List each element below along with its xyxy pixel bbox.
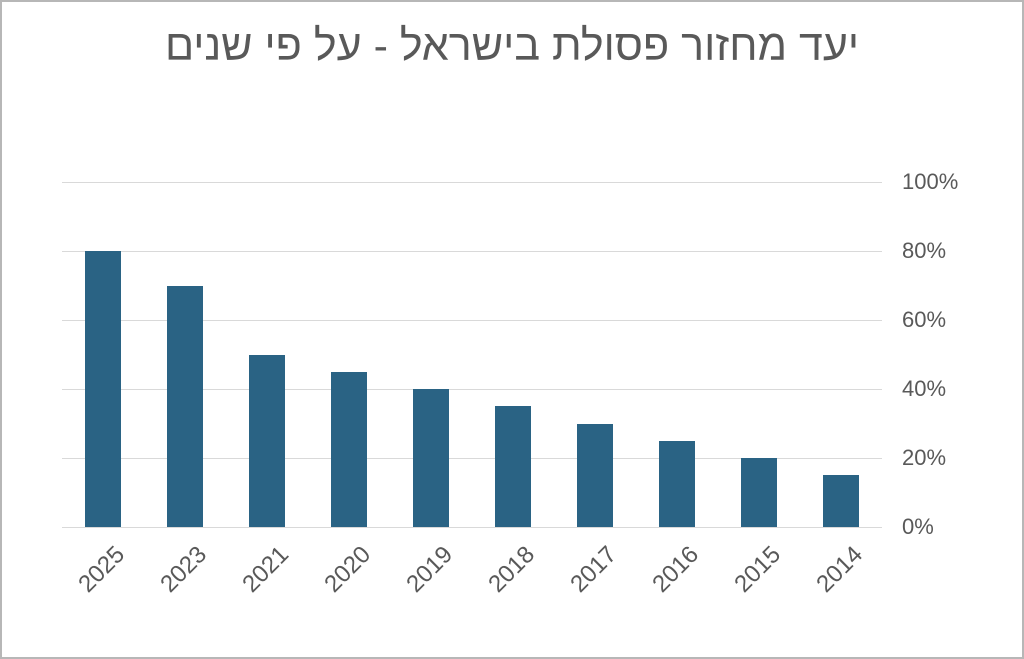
y-axis-label: 20% [902,445,946,471]
bar [823,475,860,527]
bar [331,372,368,527]
bar [741,458,778,527]
x-axis-label: 2019 [401,541,459,599]
chart-title: יעד מחזור פסולת בישראל - על פי שנים [2,20,1022,74]
gridline [62,527,882,528]
x-axis-label: 2016 [647,541,705,599]
bar [249,355,286,528]
bar [659,441,696,527]
y-axis-label: 80% [902,238,946,264]
bar [495,406,532,527]
gridline [62,182,882,183]
x-axis-label: 2020 [319,541,377,599]
y-axis-label: 0% [902,514,934,540]
x-axis-label: 2015 [729,541,787,599]
y-axis-label: 60% [902,307,946,333]
x-axis-label: 2018 [483,541,541,599]
x-axis-label: 2023 [155,541,213,599]
x-axis-label: 2014 [811,541,869,599]
bar [413,389,450,527]
x-axis-label: 2025 [73,541,131,599]
bar [577,424,614,528]
x-axis-label: 2021 [237,541,295,599]
x-axis-label: 2017 [565,541,623,599]
bar [85,251,122,527]
y-axis-label: 40% [902,376,946,402]
gridline [62,251,882,252]
bar [167,286,204,528]
plot-area: 0%20%40%60%80%100%2025202320212020201920… [62,182,882,527]
chart-frame: יעד מחזור פסולת בישראל - על פי שנים 0%20… [0,0,1024,659]
y-axis-label: 100% [902,169,958,195]
